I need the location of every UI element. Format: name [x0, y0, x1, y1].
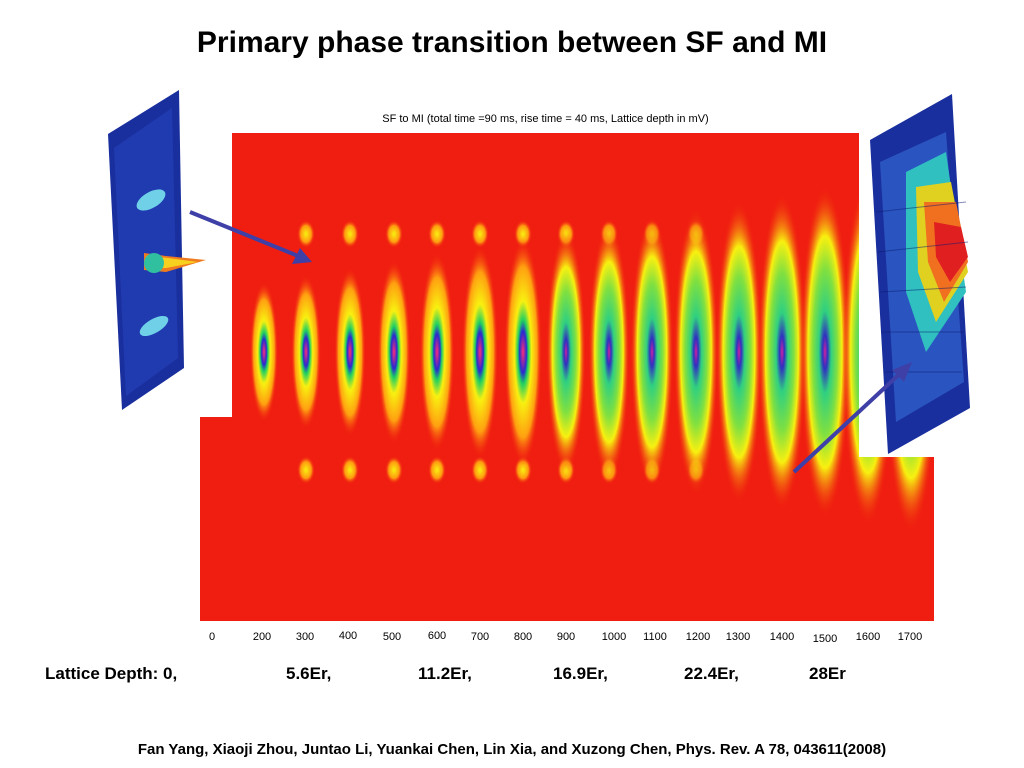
- tick-label: 200: [252, 631, 272, 643]
- strip-cutout-left: [200, 133, 232, 417]
- mott-insulator-3d-surface-plot: [866, 92, 976, 457]
- absorption-image-strip: [200, 133, 934, 621]
- tick-label: 1200: [685, 631, 711, 643]
- tick-label: 700: [470, 631, 490, 643]
- atom-cloud: [630, 216, 674, 488]
- slide-title: Primary phase transition between SF and …: [196, 26, 828, 59]
- lattice-depth-value: 28Er: [809, 664, 846, 683]
- side-peak: [471, 456, 489, 484]
- side-peak: [385, 456, 403, 484]
- tick-label: 500: [382, 631, 402, 643]
- atom-cloud: [758, 194, 806, 510]
- atom-cloud: [546, 230, 586, 474]
- tick-label: 1300: [725, 631, 751, 643]
- side-peak: [471, 220, 489, 248]
- arrow-to-last-frame: [792, 362, 912, 474]
- side-peak: [297, 220, 315, 248]
- lattice-depth-value: 11.2Er,: [418, 664, 472, 683]
- atom-cloud: [462, 245, 498, 459]
- lattice-depth-value: 5.6Er,: [286, 664, 332, 683]
- side-peak: [341, 220, 359, 248]
- atom-cloud: [716, 201, 762, 503]
- tick-label: 1400: [769, 631, 795, 643]
- atom-cloud: [588, 223, 630, 481]
- lattice-depth-value: 16.9Er,: [553, 664, 608, 683]
- tick-label: 900: [556, 631, 576, 643]
- atom-cloud: [334, 267, 366, 437]
- arrow-to-first-frame: [189, 210, 312, 264]
- tick-label: 0: [208, 631, 216, 643]
- side-peak: [514, 220, 532, 248]
- atom-cloud: [800, 186, 850, 518]
- tick-label: 800: [513, 631, 533, 643]
- side-peak: [428, 220, 446, 248]
- side-peak: [514, 456, 532, 484]
- atom-cloud: [419, 252, 455, 452]
- tick-label: 1500: [812, 633, 838, 645]
- side-peak: [385, 220, 403, 248]
- citation: Fan Yang, Xiaoji Zhou, Juntao Li, Yuanka…: [137, 741, 887, 758]
- side-peak: [297, 456, 315, 484]
- tick-label: 1700: [897, 631, 923, 643]
- figure-caption: SF to MI (total time =90 ms, rise time =…: [382, 113, 709, 125]
- atom-cloud: [291, 274, 321, 430]
- tick-label: 400: [338, 630, 358, 642]
- superfluid-3d-surface-plot: [106, 88, 216, 413]
- tick-label: 1600: [855, 631, 881, 643]
- lattice-depth-label: Lattice Depth: 0,: [45, 664, 178, 683]
- atom-cloud: [250, 282, 278, 422]
- atom-cloud: [504, 238, 542, 466]
- tick-label: 600: [427, 630, 447, 642]
- side-peak: [428, 456, 446, 484]
- tick-label: 300: [295, 631, 315, 643]
- atom-cloud: [674, 208, 718, 496]
- atom-cloud: [377, 260, 411, 444]
- lattice-depth-value: 22.4Er,: [684, 664, 739, 683]
- tick-label: 1000: [601, 631, 627, 643]
- side-peak: [341, 456, 359, 484]
- tick-label: 1100: [643, 631, 667, 643]
